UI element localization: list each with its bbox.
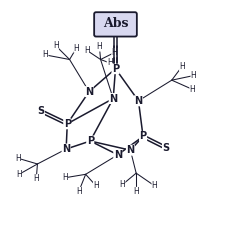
Text: H: H — [33, 174, 39, 183]
Text: N: N — [62, 144, 70, 154]
Text: S: S — [162, 143, 170, 153]
Text: H: H — [179, 62, 185, 71]
Text: H: H — [133, 187, 139, 196]
Text: H: H — [43, 50, 48, 59]
FancyBboxPatch shape — [94, 12, 137, 36]
Text: Abs: Abs — [103, 17, 128, 30]
Text: P: P — [64, 119, 71, 129]
Text: H: H — [107, 59, 113, 68]
Text: H: H — [112, 48, 117, 57]
Text: H: H — [191, 71, 196, 80]
Text: H: H — [152, 181, 157, 190]
Text: S: S — [37, 106, 44, 116]
Text: H: H — [76, 187, 82, 196]
Text: H: H — [16, 170, 22, 179]
Text: N: N — [114, 150, 122, 160]
Text: N: N — [109, 94, 117, 104]
Text: N: N — [85, 87, 93, 97]
Text: H: H — [190, 85, 195, 94]
Text: P: P — [112, 64, 119, 74]
Text: H: H — [74, 43, 79, 52]
Text: H: H — [84, 46, 90, 55]
Text: H: H — [62, 173, 68, 182]
Text: H: H — [53, 41, 59, 50]
Text: H: H — [119, 180, 125, 189]
Text: N: N — [134, 96, 143, 106]
Text: P: P — [87, 136, 94, 146]
Text: P: P — [140, 131, 147, 141]
Text: N: N — [126, 145, 134, 155]
Text: H: H — [97, 42, 102, 51]
Text: H: H — [93, 181, 99, 190]
Text: H: H — [15, 154, 21, 163]
